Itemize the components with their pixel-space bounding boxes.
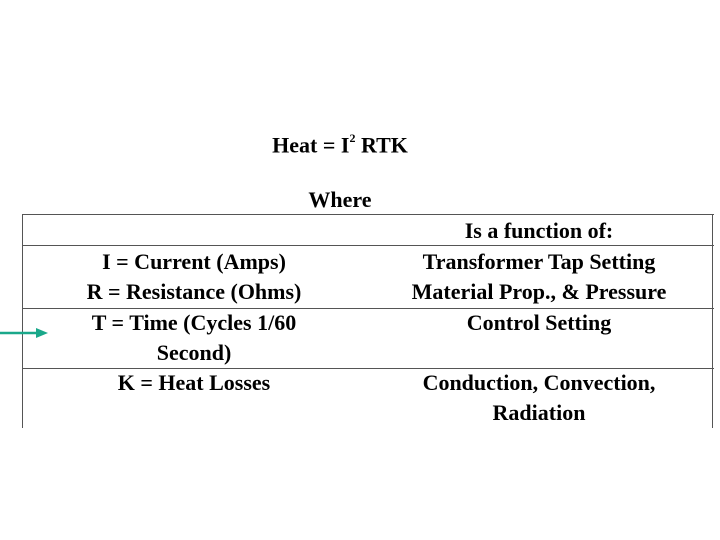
heat-losses-variable: K = Heat Losses [117,370,271,395]
time-variable-line-2: Second) [156,340,232,365]
formula-exponent: 2 [349,131,356,145]
heat-formula: Heat = I2 RTK [0,125,680,160]
where-label: Where [308,187,372,212]
conduction-convection: Conduction, Convection, [422,370,656,395]
transformer-tap-setting: Transformer Tap Setting [422,249,656,274]
table-left-border [22,214,23,428]
table-header-divider [22,245,714,246]
arrow-right-icon [0,328,48,338]
formula-suffix: RTK [355,132,408,158]
table-row-2-right: Control Setting [366,308,712,338]
table-header-right: Is a function of: [464,218,614,243]
formula-prefix: Heat = I [272,132,350,158]
table-row-3-left: K = Heat Losses [24,368,364,398]
time-variable-line-1: T = Time (Cycles 1/60 [91,310,297,335]
table-row-1-right: Transformer Tap Setting Material Prop., … [366,247,712,307]
table-row-2-left: T = Time (Cycles 1/60 Second) [24,308,364,368]
table-row-3-right: Conduction, Convection, Radiation [366,368,712,428]
control-setting: Control Setting [466,310,612,335]
radiation: Radiation [492,400,586,425]
material-prop-pressure: Material Prop., & Pressure [411,279,667,304]
current-variable: I = Current (Amps) [102,249,286,274]
table-row-divider-2 [22,368,714,369]
resistance-variable: R = Resistance (Ohms) [86,279,302,304]
table-right-border [712,214,713,428]
table-row-divider-1 [22,308,714,309]
table-top-border [22,214,714,215]
table-row-1-left: I = Current (Amps) R = Resistance (Ohms) [24,247,364,307]
